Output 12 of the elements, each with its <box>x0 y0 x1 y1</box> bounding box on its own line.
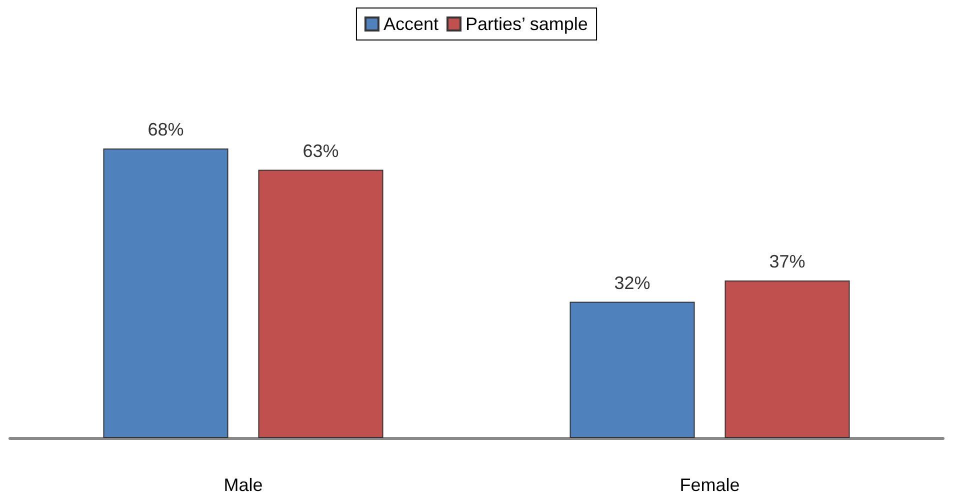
data-label: 68% <box>148 120 184 140</box>
data-label: 32% <box>614 272 650 293</box>
bar <box>258 170 384 438</box>
bar <box>570 302 695 438</box>
legend-label: Accent <box>383 14 438 34</box>
legend-label: Parties’ sample <box>465 14 588 34</box>
data-label: 37% <box>769 251 806 272</box>
bar <box>724 280 850 438</box>
x-tick-label: Female <box>680 475 740 495</box>
bar <box>103 148 228 438</box>
x-tick-label: Male <box>224 475 263 495</box>
data-label: 63% <box>302 140 339 161</box>
